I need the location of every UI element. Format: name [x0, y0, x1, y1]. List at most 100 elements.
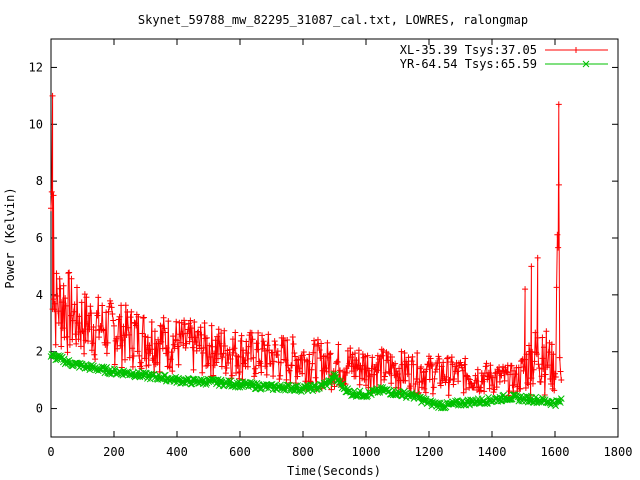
- series-xl-point: [146, 342, 153, 349]
- series-xl-point: [392, 360, 399, 367]
- series-xl-point: [54, 292, 61, 299]
- series-xl-point: [144, 334, 151, 341]
- series-xl-point: [477, 387, 484, 394]
- series-xl-point: [255, 329, 262, 336]
- series-xl-point: [158, 338, 165, 345]
- series-xl-point: [557, 368, 564, 375]
- series-xl-point: [427, 355, 434, 362]
- series-xl-point: [484, 376, 491, 383]
- series-xl-point: [73, 284, 80, 291]
- series-xl-point: [220, 350, 227, 357]
- series-xl-point: [53, 270, 60, 277]
- series-xl-point: [52, 341, 59, 348]
- series-xl-point: [181, 317, 188, 324]
- y-tick-label: 6: [36, 231, 43, 245]
- series-xl-point: [379, 352, 386, 359]
- series-xl-point: [422, 389, 429, 396]
- series-xl-point: [375, 367, 382, 374]
- series-xl-point: [550, 351, 557, 358]
- series-xl-point: [193, 347, 200, 354]
- series-xl-point: [162, 329, 169, 336]
- y-axis-label: Power (Kelvin): [3, 187, 17, 288]
- series-xl-point: [296, 365, 303, 372]
- series-xl-point: [197, 324, 204, 331]
- series-xl-point: [328, 386, 335, 393]
- series-xl-point: [245, 343, 252, 350]
- series-xl-point: [262, 363, 269, 370]
- series-xl-line: [50, 95, 562, 396]
- series-xl-point: [270, 373, 277, 380]
- series-xl-point: [451, 376, 458, 383]
- series-xl-point: [128, 308, 135, 315]
- x-axis: 0 200 400 600 800 1000 1200 1400 1600 1800: [47, 39, 632, 459]
- series-xl-point: [306, 351, 313, 358]
- series-xl-point: [103, 350, 110, 357]
- series-xl-point: [481, 388, 488, 395]
- series-xl-point: [94, 312, 101, 319]
- series-xl-point: [83, 294, 90, 301]
- series-xl-point: [125, 331, 132, 338]
- series-xl-point: [322, 352, 329, 359]
- series-xl-point: [229, 372, 236, 379]
- series-xl-point: [241, 357, 248, 364]
- series-xl-point: [182, 344, 189, 351]
- series-xl-point: [259, 332, 266, 339]
- series-xl-point: [558, 377, 565, 384]
- series-xl-point: [556, 354, 563, 361]
- series-xl-point: [116, 313, 123, 320]
- legend: XL-35.39 Tsys:37.05 YR-64.54 Tsys:65.59: [400, 43, 608, 71]
- series-xl-point: [378, 346, 385, 353]
- series-xl-point: [59, 325, 66, 332]
- series-xl-point: [347, 345, 354, 352]
- series-xl-point: [48, 188, 55, 195]
- series-xl-point: [289, 334, 296, 341]
- series-xl-point: [267, 360, 274, 367]
- series-xl-point: [59, 299, 66, 306]
- series-xl-point: [56, 275, 63, 282]
- series-xl-point: [84, 320, 91, 327]
- series-xl-point: [277, 359, 284, 366]
- series-yr-point: [341, 384, 349, 392]
- series-xl-point: [391, 372, 398, 379]
- series-xl-point: [237, 369, 243, 376]
- series-xl-point: [129, 363, 136, 370]
- series-xl-point: [51, 300, 58, 307]
- series-xl-point: [386, 370, 393, 377]
- series-xl-point: [129, 345, 136, 352]
- series-xl-point: [232, 329, 239, 336]
- series-xl-point: [141, 355, 148, 362]
- series-yr-point: [146, 375, 154, 383]
- series-xl-point: [111, 361, 118, 368]
- series-xl-point: [459, 367, 466, 374]
- series-xl-point: [530, 366, 537, 373]
- series-xl-point: [100, 327, 107, 334]
- series-xl-point: [97, 322, 104, 329]
- series-xl-point: [81, 350, 88, 357]
- series-xl-point: [531, 358, 538, 365]
- series-xl-point: [410, 361, 417, 368]
- series-xl-point: [71, 301, 78, 308]
- series-xl-point: [231, 345, 238, 352]
- series-xl-point: [127, 314, 134, 321]
- series-xl-point: [214, 355, 221, 362]
- series-xl-point: [403, 358, 410, 365]
- series-xl-point: [66, 341, 73, 348]
- series-xl-point: [547, 376, 554, 383]
- y-tick-label: 0: [36, 402, 43, 416]
- series-xl-point: [181, 321, 188, 328]
- series-xl-point: [489, 382, 495, 389]
- series-xl-point: [155, 336, 162, 343]
- series-xl-point: [219, 354, 226, 361]
- series-xl-point: [162, 350, 169, 357]
- series-xl-point: [528, 263, 535, 270]
- series-xl-point: [485, 369, 492, 376]
- series-xl-point: [292, 353, 299, 360]
- series-xl-point: [506, 388, 513, 395]
- series-xl-point: [148, 318, 155, 325]
- series-xl-point: [148, 346, 155, 353]
- series-xl-point: [170, 333, 177, 340]
- series-yr-point: [217, 376, 225, 384]
- series-xl-point: [496, 378, 503, 385]
- series-xl-point: [175, 361, 182, 368]
- series-xl-point: [206, 342, 213, 349]
